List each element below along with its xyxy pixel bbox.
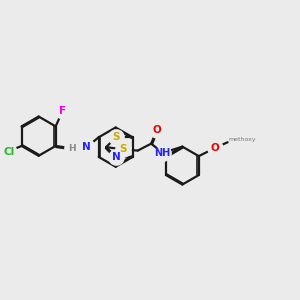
Text: S: S bbox=[112, 132, 120, 142]
Text: O: O bbox=[153, 125, 161, 135]
Text: NH: NH bbox=[154, 148, 171, 158]
Text: methoxy: methoxy bbox=[229, 136, 256, 142]
Text: O: O bbox=[211, 143, 219, 153]
Text: N: N bbox=[112, 152, 120, 162]
Text: S: S bbox=[119, 144, 127, 154]
Text: Cl: Cl bbox=[3, 147, 15, 157]
Text: F: F bbox=[59, 106, 66, 116]
Text: N: N bbox=[82, 142, 91, 152]
Text: H: H bbox=[68, 144, 76, 153]
